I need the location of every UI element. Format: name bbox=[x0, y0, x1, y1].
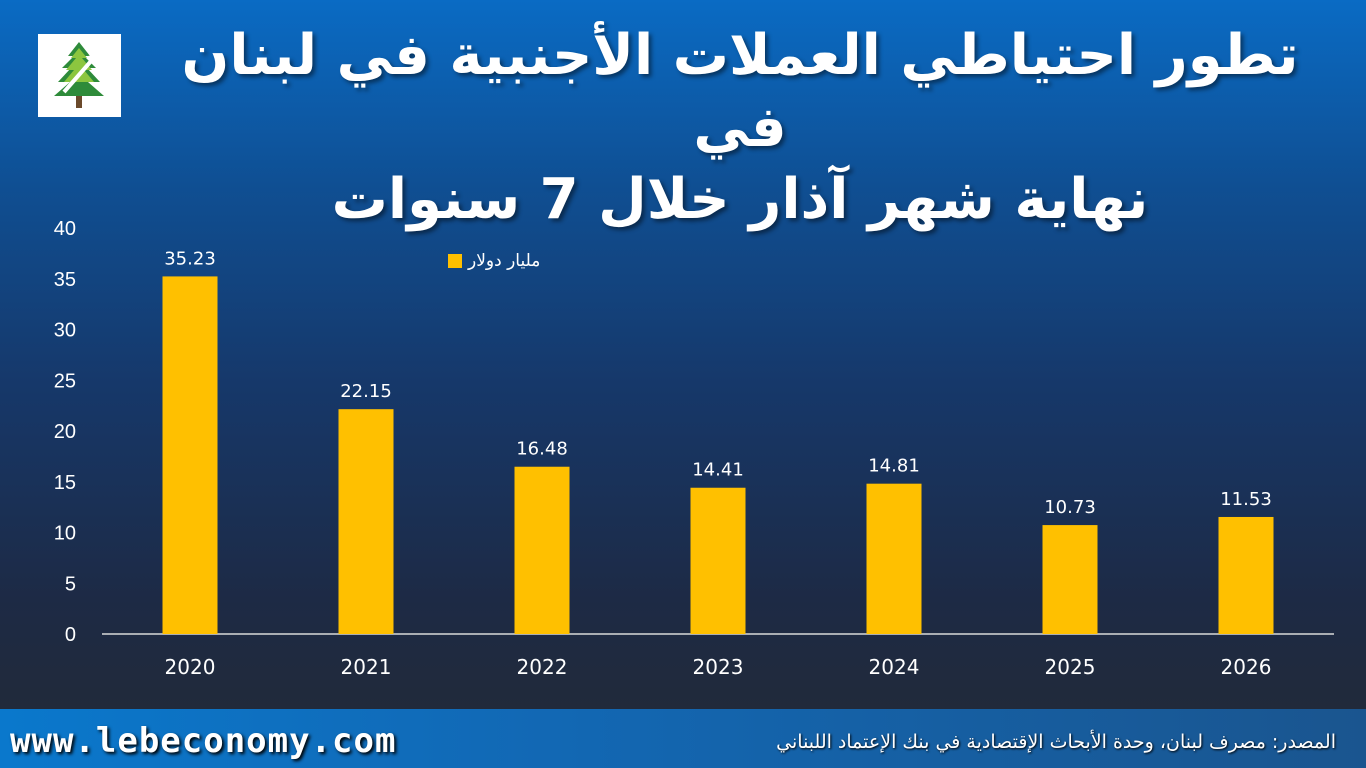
x-tick-label: 2024 bbox=[869, 655, 920, 679]
y-tick-label: 20 bbox=[54, 421, 76, 443]
website-url[interactable]: www.lebeconomy.com bbox=[10, 721, 397, 761]
bar bbox=[514, 466, 570, 634]
x-tick-label: 2025 bbox=[1045, 655, 1096, 679]
legend: مليار دولار bbox=[448, 249, 540, 273]
bar-chart: 051015202530354035.23202022.15202116.482… bbox=[54, 218, 1334, 679]
y-tick-label: 10 bbox=[54, 523, 76, 545]
cedar-tree-icon bbox=[54, 42, 104, 108]
legend-label: مليار دولار bbox=[468, 251, 541, 271]
y-tick-label: 5 bbox=[65, 573, 76, 595]
bar bbox=[690, 487, 746, 634]
bar bbox=[1218, 516, 1274, 634]
x-tick-label: 2023 bbox=[693, 655, 744, 679]
legend-swatch bbox=[448, 254, 462, 268]
y-tick-label: 40 bbox=[54, 218, 76, 240]
data-label: 16.48 bbox=[516, 439, 568, 460]
data-label: 14.41 bbox=[692, 460, 744, 481]
bar bbox=[162, 276, 218, 634]
bar bbox=[338, 409, 394, 634]
x-tick-label: 2020 bbox=[165, 655, 216, 679]
title-line-2: نهاية شهر آذار خلال 7 سنوات bbox=[331, 167, 1149, 232]
data-label: 35.23 bbox=[164, 248, 216, 269]
data-label: 11.53 bbox=[1220, 489, 1272, 510]
data-label: 22.15 bbox=[340, 381, 392, 402]
bar bbox=[866, 483, 922, 634]
x-tick-label: 2026 bbox=[1221, 655, 1272, 679]
footer: www.lebeconomy.com المصدر: مصرف لبنان، و… bbox=[0, 709, 1366, 768]
x-tick-label: 2022 bbox=[517, 655, 568, 679]
source-note: المصدر: مصرف لبنان، وحدة الأبحاث الإقتصا… bbox=[776, 731, 1336, 753]
data-label: 10.73 bbox=[1044, 497, 1096, 518]
logo bbox=[38, 34, 121, 117]
y-tick-label: 15 bbox=[54, 472, 76, 494]
y-tick-label: 25 bbox=[54, 370, 76, 392]
y-tick-label: 35 bbox=[54, 269, 76, 291]
y-tick-label: 30 bbox=[54, 320, 76, 342]
chart-title: تطور احتياطي العملات الأجنبية في لبنان ف… bbox=[140, 20, 1340, 236]
title-line-1: تطور احتياطي العملات الأجنبية في لبنان ف… bbox=[181, 23, 1299, 160]
bar bbox=[1042, 525, 1098, 634]
x-tick-label: 2021 bbox=[341, 655, 392, 679]
y-tick-label: 0 bbox=[65, 624, 76, 646]
data-label: 14.81 bbox=[868, 456, 920, 477]
